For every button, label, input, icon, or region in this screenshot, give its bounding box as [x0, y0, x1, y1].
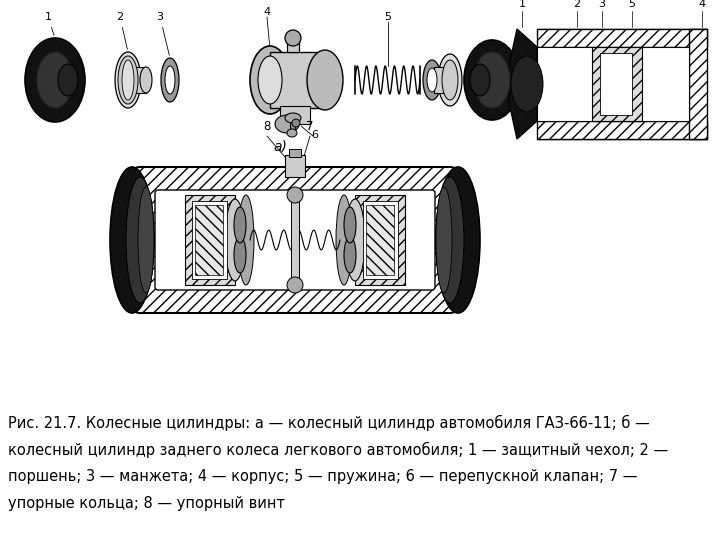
Text: поршень; 3 — манжета; 4 — корпус; 5 — пружина; 6 — перепускной клапан; 7 —: поршень; 3 — манжета; 4 — корпус; 5 — пр… [8, 469, 637, 484]
Ellipse shape [234, 237, 246, 273]
Ellipse shape [110, 167, 154, 313]
Text: упорные кольца; 8 — упорный винт: упорные кольца; 8 — упорный винт [8, 496, 285, 511]
Text: 6: 6 [312, 130, 318, 140]
Ellipse shape [344, 207, 356, 243]
Bar [285, 155, 305, 177]
Text: 2: 2 [117, 12, 127, 49]
Ellipse shape [275, 115, 299, 133]
Text: 7: 7 [306, 120, 314, 133]
Ellipse shape [344, 237, 356, 273]
Ellipse shape [250, 46, 290, 114]
Bar [287, 34, 299, 52]
Text: а): а) [273, 139, 287, 153]
Bar [128, 67, 146, 93]
Ellipse shape [37, 52, 73, 108]
Ellipse shape [258, 56, 282, 104]
Ellipse shape [122, 60, 134, 100]
Bar [537, 121, 707, 139]
Ellipse shape [436, 167, 480, 313]
Text: 1: 1 [45, 12, 54, 35]
Ellipse shape [138, 187, 154, 293]
Ellipse shape [285, 30, 301, 46]
Text: колесный цилиндр заднего колеса легкового автомобиля; 1 — защитный чехол; 2 —: колесный цилиндр заднего колеса легковог… [8, 442, 668, 458]
Bar [280, 106, 310, 124]
FancyBboxPatch shape [155, 190, 435, 290]
Bar [291, 195, 299, 285]
Bar [537, 47, 689, 121]
Bar [689, 29, 707, 139]
Ellipse shape [470, 64, 490, 96]
Ellipse shape [165, 66, 175, 94]
Bar [434, 67, 450, 93]
Text: 8: 8 [264, 120, 271, 133]
Ellipse shape [234, 207, 246, 243]
Ellipse shape [140, 67, 152, 93]
Bar [185, 195, 235, 285]
Ellipse shape [238, 195, 254, 285]
Ellipse shape [126, 177, 154, 303]
Text: 4: 4 [698, 0, 706, 9]
Ellipse shape [115, 52, 141, 108]
Bar [592, 47, 642, 121]
Bar [270, 52, 325, 108]
Ellipse shape [511, 56, 543, 112]
Ellipse shape [292, 119, 300, 127]
Ellipse shape [436, 177, 464, 303]
Ellipse shape [474, 52, 510, 108]
Ellipse shape [25, 38, 85, 122]
Ellipse shape [118, 56, 138, 104]
Bar [290, 120, 295, 132]
Ellipse shape [464, 40, 520, 120]
Bar [366, 205, 394, 275]
Ellipse shape [427, 68, 437, 92]
Text: 3: 3 [156, 12, 169, 55]
Ellipse shape [436, 187, 452, 293]
Ellipse shape [58, 64, 78, 96]
Text: 3: 3 [598, 0, 606, 9]
Bar [355, 195, 405, 285]
Ellipse shape [438, 54, 462, 106]
Ellipse shape [287, 187, 303, 203]
Ellipse shape [287, 277, 303, 293]
FancyBboxPatch shape [132, 167, 458, 313]
Ellipse shape [336, 195, 352, 285]
Ellipse shape [287, 129, 297, 137]
Text: 5: 5 [384, 12, 392, 22]
Bar [192, 201, 227, 279]
Ellipse shape [161, 58, 179, 102]
Text: 5: 5 [629, 0, 636, 9]
Bar [289, 149, 301, 157]
Bar [600, 53, 632, 115]
Text: 4: 4 [264, 7, 271, 17]
Bar [195, 205, 223, 275]
Text: 2: 2 [573, 0, 580, 9]
Polygon shape [509, 29, 537, 139]
Ellipse shape [423, 60, 441, 100]
Ellipse shape [307, 50, 343, 110]
Text: 1: 1 [518, 0, 526, 9]
Ellipse shape [285, 113, 301, 123]
Ellipse shape [225, 199, 245, 281]
Text: Рис. 21.7. Колесные цилиндры: а — колесный цилиндр автомобиля ГАЗ-66-11; б —: Рис. 21.7. Колесные цилиндры: а — колесн… [8, 415, 649, 431]
Ellipse shape [345, 199, 365, 281]
Bar [537, 29, 707, 47]
Bar [363, 201, 398, 279]
Ellipse shape [442, 60, 458, 100]
